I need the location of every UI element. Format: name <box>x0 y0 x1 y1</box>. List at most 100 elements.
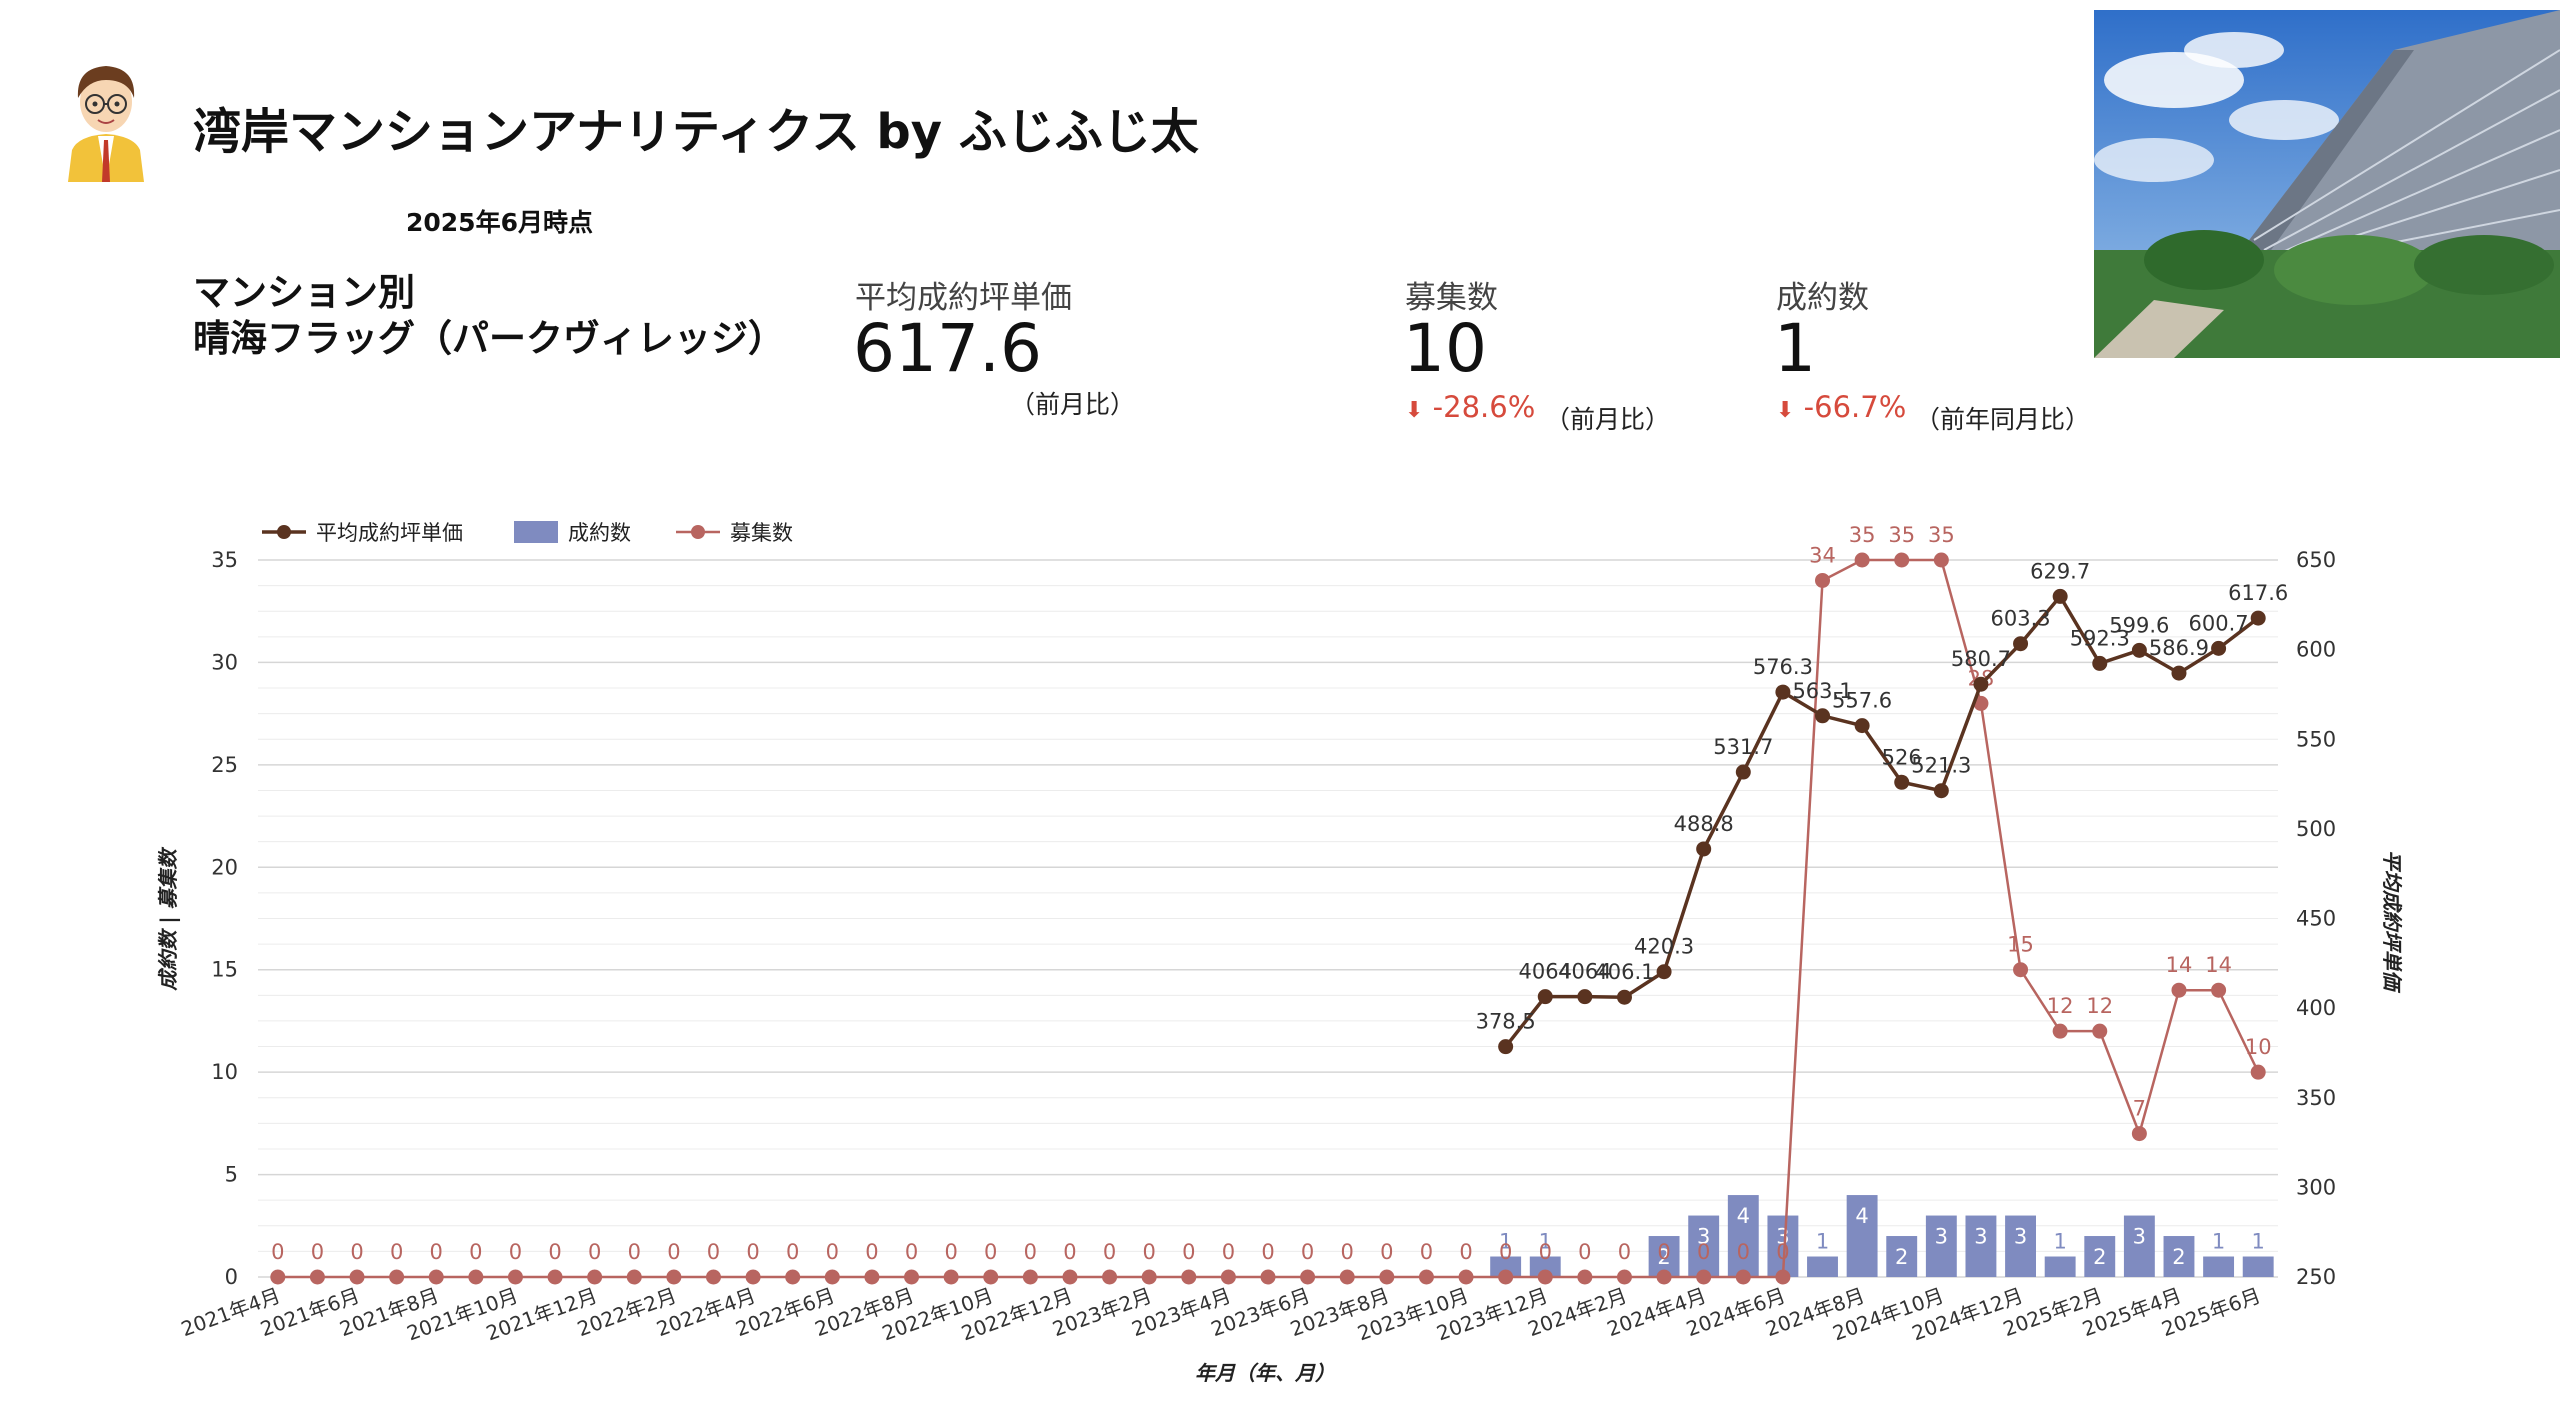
listings-point <box>547 1269 563 1285</box>
kpi-contracts-value: 1 <box>1774 310 1816 387</box>
listings-data-label: 0 <box>746 1240 759 1264</box>
price-point <box>1815 708 1831 724</box>
contracts-bar-label: 2 <box>1895 1245 1908 1269</box>
x-axis-label: 年月（年、月） <box>1195 1361 1335 1385</box>
y-left-tick-label: 0 <box>225 1265 238 1289</box>
y-right-tick-label: 400 <box>2296 996 2336 1020</box>
contracts-bar <box>1727 1195 1759 1277</box>
contracts-bar <box>2005 1215 2036 1277</box>
listings-point <box>1616 1269 1632 1285</box>
legend-listings-marker <box>691 525 705 539</box>
listings-data-label: 0 <box>350 1240 363 1264</box>
listings-data-label: 0 <box>1142 1240 1155 1264</box>
kpi-contracts-change: ⬇ -66.7% <box>1776 390 1907 424</box>
price-data-label: 599.6 <box>2109 613 2169 637</box>
y-right-tick-label: 300 <box>2296 1175 2336 1199</box>
price-data-label: 629.7 <box>2030 559 2090 583</box>
listings-point <box>824 1269 840 1285</box>
listings-point <box>1973 695 1989 711</box>
contracts-bar-label: 1 <box>1816 1230 1829 1254</box>
price-point <box>2052 588 2068 604</box>
listings-point <box>1458 1269 1474 1285</box>
y-right-tick-label: 500 <box>2296 817 2336 841</box>
listings-point <box>1062 1269 1078 1285</box>
price-point <box>1498 1039 1514 1055</box>
contracts-bar-label: 1 <box>2053 1230 2066 1254</box>
price-data-label: 521.3 <box>1911 754 1971 778</box>
price-point <box>1894 774 1910 790</box>
listings-data-label: 12 <box>2047 994 2074 1018</box>
listings-data-label: 14 <box>2205 953 2232 977</box>
listings-point <box>1933 552 1949 568</box>
price-point <box>1696 841 1712 857</box>
kpi-listings-change: ⬇ -28.6% <box>1405 390 1536 424</box>
listings-point <box>904 1269 920 1285</box>
price-data-label: 4064 <box>1558 960 1611 984</box>
contracts-bar-label: 1 <box>2212 1230 2225 1254</box>
listings-data-label: 0 <box>1618 1240 1631 1264</box>
contracts-bar <box>1490 1256 1522 1277</box>
listings-data-label: 0 <box>1222 1240 1235 1264</box>
contracts-bar <box>2163 1236 2195 1277</box>
price-data-label: 531.7 <box>1713 735 1773 759</box>
listings-point <box>2052 1023 2068 1039</box>
price-point <box>2092 655 2108 671</box>
listings-data-label: 0 <box>1459 1240 1472 1264</box>
listings-data-label: 0 <box>1063 1240 1076 1264</box>
kpi-contracts-note: （前年同月比） <box>1915 405 2091 434</box>
listings-point <box>1220 1269 1236 1285</box>
contracts-bar-label: 1 <box>2252 1230 2265 1254</box>
listings-point <box>1854 552 1870 568</box>
price-data-label: 557.6 <box>1832 689 1892 713</box>
listings-point <box>349 1269 365 1285</box>
listings-point <box>1775 1269 1791 1285</box>
y-right-tick-label: 350 <box>2296 1086 2336 1110</box>
listings-point <box>745 1269 761 1285</box>
y-right-tick-label: 550 <box>2296 727 2336 751</box>
price-point <box>1616 989 1632 1005</box>
listings-data-label: 0 <box>1301 1240 1314 1264</box>
price-point <box>1577 989 1593 1005</box>
listings-data-label: 0 <box>1420 1240 1433 1264</box>
price-data-label: 580.7 <box>1951 647 2011 671</box>
listings-point <box>1418 1269 1434 1285</box>
y-left-tick-label: 35 <box>211 548 238 572</box>
price-point <box>1973 676 1989 692</box>
listings-point <box>705 1269 721 1285</box>
kpi-listings-note: （前月比） <box>1545 405 1671 434</box>
kpi-avg-price-value: 617.6 <box>853 310 1042 387</box>
price-data-label: 600.7 <box>2189 611 2249 635</box>
legend-contracts-label: 成約数 <box>568 521 631 545</box>
price-data-label: 592.3 <box>2070 626 2130 650</box>
legend-listings-label: 募集数 <box>730 521 793 545</box>
listings-point <box>1894 552 1910 568</box>
listings-data-label: 35 <box>1888 523 1915 547</box>
mansion-label-line1: マンション別 <box>193 271 415 314</box>
listings-data-label: 35 <box>1849 523 1876 547</box>
listings-point <box>1339 1269 1355 1285</box>
mansion-label: マンション別 晴海フラッグ（パークヴィレッジ） <box>193 270 785 362</box>
mansion-name: 晴海フラッグ（パークヴィレッジ） <box>193 317 785 360</box>
listings-data-label: 0 <box>271 1240 284 1264</box>
listings-data-label: 0 <box>984 1240 997 1264</box>
contracts-bar <box>1965 1215 1997 1277</box>
listings-data-label: 0 <box>1539 1240 1552 1264</box>
contracts-bar-label: 3 <box>1697 1225 1710 1249</box>
contracts-bar-label: 4 <box>1737 1204 1750 1228</box>
y-left-tick-label: 30 <box>211 650 238 674</box>
listings-point <box>666 1269 682 1285</box>
contracts-bar <box>1688 1215 1720 1277</box>
listings-point <box>1577 1269 1593 1285</box>
contracts-bar-label: 4 <box>1855 1204 1868 1228</box>
price-point <box>2013 636 2029 652</box>
down-arrow-icon: ⬇ <box>1405 398 1424 423</box>
price-data-label: 576.3 <box>1753 655 1813 679</box>
contracts-bar-label: 3 <box>1974 1225 1987 1249</box>
listings-data-label: 0 <box>311 1240 324 1264</box>
y-right-tick-label: 600 <box>2296 638 2336 662</box>
listings-point <box>785 1269 801 1285</box>
down-arrow-icon: ⬇ <box>1776 398 1795 423</box>
listings-data-label: 0 <box>1776 1240 1789 1264</box>
y-axis-right-label: 平均成約坪単価 <box>2380 850 2404 994</box>
